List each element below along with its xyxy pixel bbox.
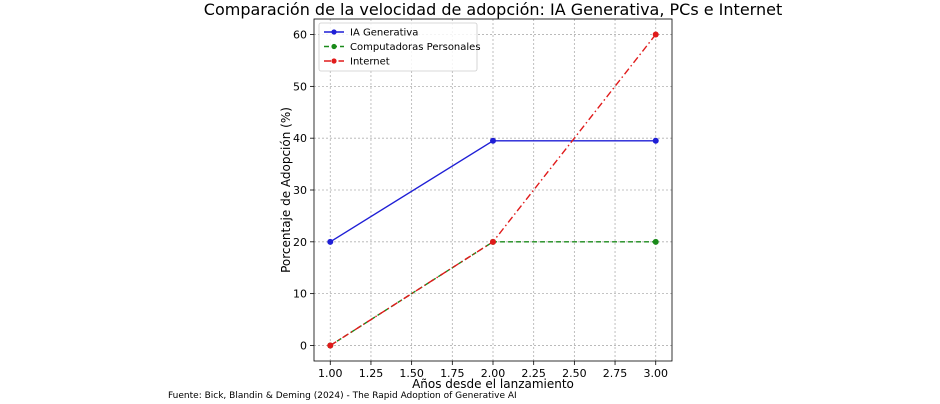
legend-marker-internet <box>331 58 337 64</box>
data-point-ia-generativa <box>490 137 496 144</box>
legend-box <box>318 22 478 72</box>
x-tick-label: 2.75 <box>603 367 628 380</box>
legend-marker-ia-generativa <box>331 29 337 35</box>
x-tick-label: 1.25 <box>359 367 384 380</box>
legend-label-computadoras-personales: Computadoras Personales <box>350 42 481 53</box>
x-axis-ticks: 1.00 1.25 1.50 1.75 2.00 2.25 2.50 2.75 3.00 <box>318 361 668 380</box>
x-tick-label: 1.75 <box>440 367 465 380</box>
x-tick-label: 3.00 <box>643 367 668 380</box>
data-point-computadoras-personales <box>652 238 659 245</box>
y-tick-label: 0 <box>300 339 307 352</box>
legend-label-internet: Internet <box>350 57 390 68</box>
grid <box>314 19 672 361</box>
y-tick-label: 60 <box>293 29 307 42</box>
x-tick-label: 1.00 <box>318 367 343 380</box>
x-tick-label: 2.00 <box>481 367 506 380</box>
y-tick-label: 10 <box>293 288 307 301</box>
x-tick-label: 1.50 <box>399 367 424 380</box>
y-tick-label: 20 <box>293 236 307 249</box>
chart-title: Comparación de la velocidad de adopción:… <box>204 0 782 19</box>
data-point-ia-generativa <box>327 238 334 245</box>
legend: IA Generativa Computadoras Personales Inte… <box>318 22 481 72</box>
y-axis-label: Porcentaje de Adopción (%) <box>279 107 293 273</box>
y-tick-label: 50 <box>293 80 307 93</box>
y-tick-label: 30 <box>293 184 307 197</box>
data-point-ia-generativa <box>652 137 659 144</box>
y-tick-label: 40 <box>293 132 307 145</box>
legend-label-ia-generativa: IA Generativa <box>350 28 418 39</box>
x-axis-label: Años desde el lanzamiento <box>412 377 574 391</box>
source-note: Fuente: Bick, Blandin & Deming (2024) - … <box>168 391 517 400</box>
series-layer <box>327 31 659 349</box>
data-point-internet <box>652 31 659 38</box>
x-tick-label: 2.25 <box>521 367 546 380</box>
x-tick-label: 2.50 <box>562 367 587 380</box>
data-point-internet <box>327 342 334 349</box>
data-point-internet <box>490 238 496 245</box>
legend-marker-computadoras-personales <box>331 43 337 50</box>
y-axis-ticks: 0 10 20 30 40 50 60 <box>293 29 314 352</box>
